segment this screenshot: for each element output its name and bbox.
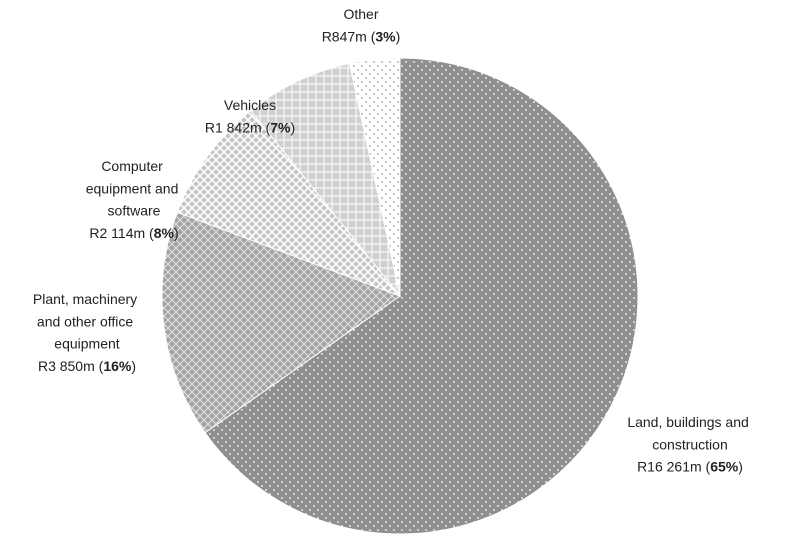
value-amount: R16 261m — [637, 458, 702, 474]
value-label: R2 114m (8%) — [89, 225, 178, 241]
value-percent: 65% — [710, 458, 739, 474]
slices — [161, 57, 639, 534]
value-percent: 16% — [103, 358, 132, 374]
value-amount: R1 842m — [205, 119, 262, 135]
slice-label: Plant, machinery and other office equipm… — [33, 291, 141, 352]
value-label: R1 842m (7%) — [205, 119, 295, 135]
pie-slice — [249, 62, 401, 297]
value-label: R847m (3%) — [322, 28, 401, 44]
value-amount: R3 850m — [38, 358, 95, 374]
slice-label: Computer equipment and software — [86, 158, 183, 219]
value-percent: 7% — [270, 119, 291, 135]
pie-slice — [204, 57, 639, 534]
pie-slice — [176, 109, 402, 298]
value-label: R3 850m (16%) — [38, 358, 136, 374]
slice-label: Land, buildings and construction — [627, 414, 752, 452]
value-amount: R2 114m — [89, 225, 145, 241]
value-amount: R847m — [322, 28, 367, 44]
slice-label: Vehicles — [224, 97, 276, 113]
value-percent: 8% — [154, 225, 175, 241]
pie-slice — [161, 211, 402, 434]
value-percent: 3% — [375, 28, 396, 44]
value-label: R16 261m (65%) — [637, 458, 743, 474]
labels: Land, buildings and construction R16 261m… — [33, 6, 753, 475]
slice-label: Other — [343, 6, 378, 22]
pie-slice — [348, 57, 401, 297]
